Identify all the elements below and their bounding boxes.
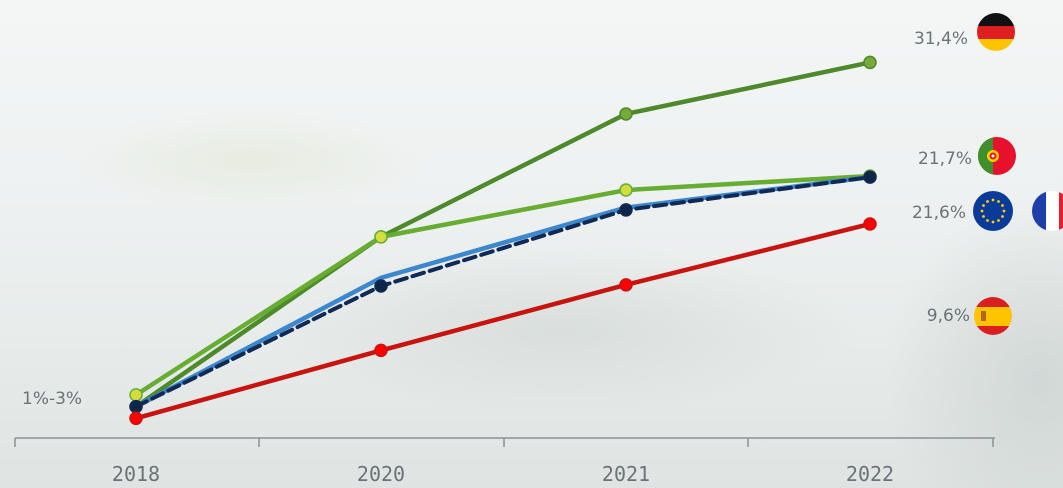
eu-series-line <box>134 175 872 409</box>
spain-data-point <box>374 343 388 358</box>
x-tick-label-2018: 2018 <box>112 462 160 486</box>
portugal-series-line <box>133 173 873 398</box>
france-flag-icon <box>1032 191 1063 231</box>
eu-data-point <box>129 399 143 414</box>
germany-data-point <box>619 107 633 121</box>
portugal-value-label: 21,7% <box>918 149 972 169</box>
portugal-data-point <box>129 388 143 402</box>
germany-data-point <box>863 55 877 70</box>
portugal-flag-icon <box>978 137 1016 175</box>
portugal-data-point <box>374 230 388 244</box>
germany-flag-icon <box>977 13 1015 51</box>
x-tick-label-2021: 2021 <box>602 462 650 486</box>
eu-data-point <box>619 203 633 217</box>
spain-data-point <box>129 411 143 426</box>
spain-series-line <box>133 221 873 421</box>
spain-data-point <box>863 217 877 231</box>
germany-value-label: 31,4% <box>914 29 968 49</box>
start-range-label: 1%-3% <box>22 389 82 409</box>
eu-data-point <box>863 170 877 184</box>
germany-series-line <box>133 60 873 409</box>
eu-data-point <box>374 279 388 293</box>
spain-value-label: 9,6% <box>927 306 970 326</box>
x-tick-label-2022: 2022 <box>846 462 894 486</box>
eu-flag-icon <box>973 191 1013 231</box>
eu-france-value-label: 21,6% <box>912 203 966 223</box>
spain-flag-icon <box>974 297 1012 335</box>
spain-data-point <box>619 278 633 292</box>
x-tick-label-2020: 2020 <box>357 462 405 486</box>
portugal-data-point <box>619 183 633 197</box>
